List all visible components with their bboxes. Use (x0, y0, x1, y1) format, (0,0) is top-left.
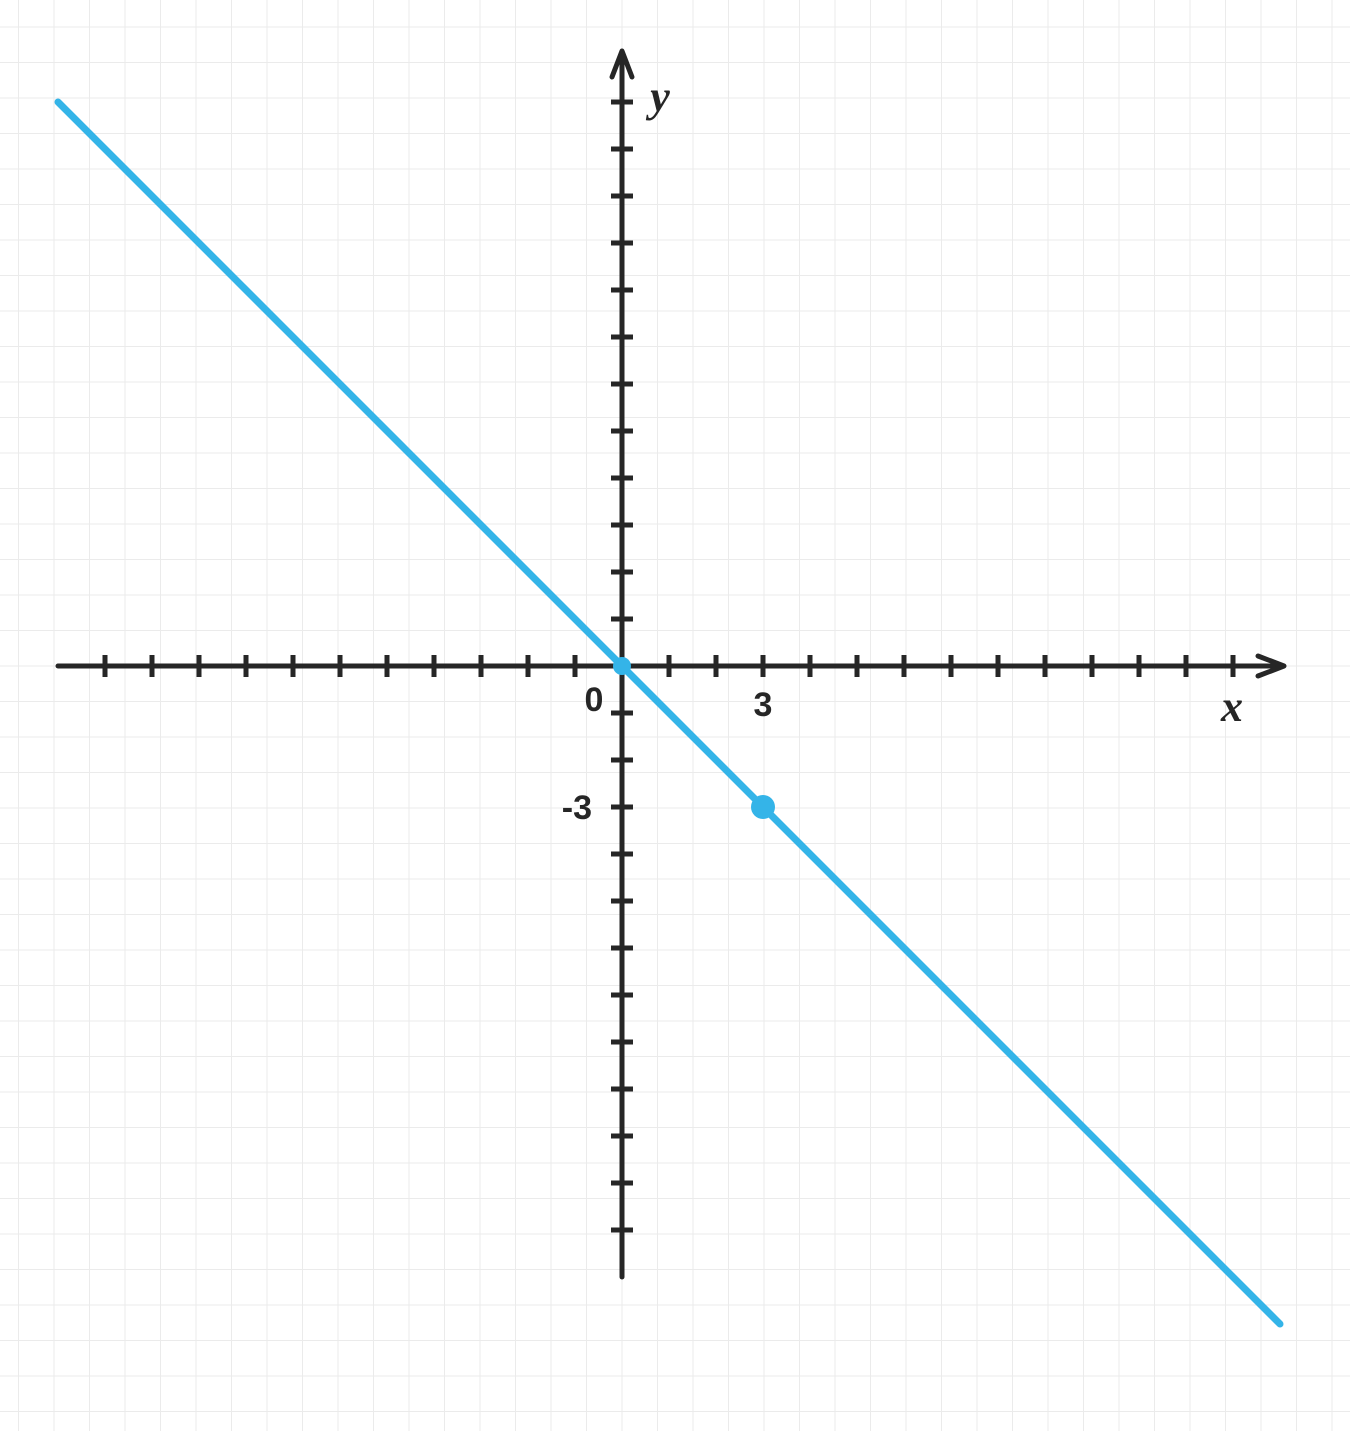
x-tick-label: 3 (754, 686, 773, 724)
origin-label: 0 (585, 681, 604, 719)
y-tick-label: -3 (562, 789, 592, 827)
x-axis-label: x (1220, 682, 1243, 731)
point-0 (613, 657, 631, 675)
point-1 (751, 795, 775, 819)
linear-function-chart: 03-3xy (0, 0, 1350, 1431)
